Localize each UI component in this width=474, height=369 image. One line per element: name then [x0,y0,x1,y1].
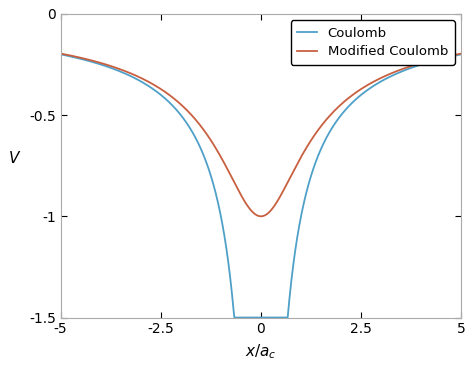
Line: Coulomb: Coulomb [61,54,461,318]
Modified Coulomb [458,51,464,56]
Line: Modified Coulomb: Modified Coulomb [61,54,461,216]
Coulomb [231,315,237,320]
Coulomb [58,52,64,56]
Coulomb [158,92,164,97]
Legend: Coulomb, Modified Coulomb: Coulomb, Modified Coulomb [291,20,455,65]
Coulomb [300,205,306,209]
Modified Coulomb [58,51,64,56]
Modified Coulomb [432,57,438,61]
Modified Coulomb [158,87,164,91]
Coulomb [432,58,438,63]
X-axis label: $x/a_c$: $x/a_c$ [245,342,277,361]
Coulomb [458,52,464,56]
Coulomb [345,105,350,110]
Modified Coulomb [258,214,264,218]
Modified Coulomb [247,207,253,211]
Modified Coulomb [345,97,350,101]
Y-axis label: $V$: $V$ [9,150,22,166]
Coulomb [315,154,321,159]
Modified Coulomb [300,151,306,156]
Coulomb [247,315,253,320]
Modified Coulomb [315,128,321,132]
